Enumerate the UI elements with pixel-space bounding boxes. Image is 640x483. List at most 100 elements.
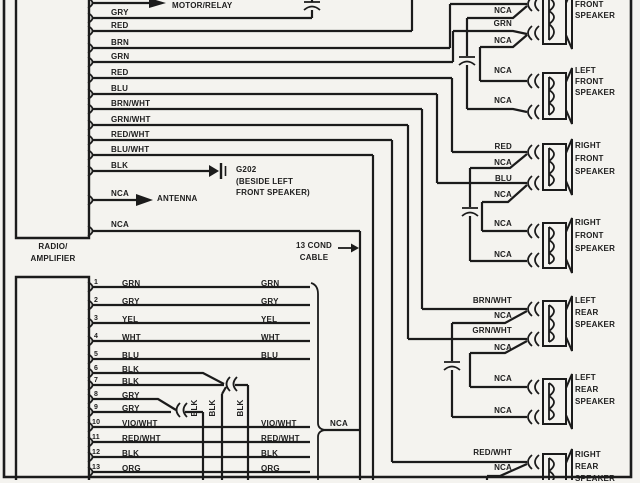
capacitor-icon-front-right xyxy=(461,207,479,217)
terminal-icons xyxy=(527,454,540,470)
pin-socket-icons xyxy=(87,0,94,478)
pin-number: 11 xyxy=(92,434,100,441)
pin-wire-label: BLU xyxy=(122,351,140,360)
capacitor-icon-front-left xyxy=(458,56,476,66)
wire-label: BLU xyxy=(111,84,129,93)
speaker-name: SPEAKER xyxy=(575,11,616,20)
speaker-wire-label: NCA xyxy=(494,374,512,383)
speaker-wire-label: RED xyxy=(494,142,512,151)
wire-label: RED xyxy=(111,68,129,77)
speaker-name: REAR xyxy=(575,385,599,394)
radio-amplifier-label: RADIO/ xyxy=(38,242,68,251)
wire-label: RED xyxy=(111,21,129,30)
pin-number: 10 xyxy=(92,419,101,426)
splice-icon-2 xyxy=(175,402,188,418)
wire-label: BLU/WHT xyxy=(111,145,150,154)
splice-drop-label: BLK xyxy=(190,399,199,417)
speaker-wire-label: RED/WHT xyxy=(473,448,512,457)
terminal-icons xyxy=(527,0,540,41)
ground-g202-icon xyxy=(209,165,219,177)
speaker-wire-label: NCA xyxy=(494,96,512,105)
motor-relay-label: MOTOR/RELAY xyxy=(172,1,233,10)
wire-grn xyxy=(93,29,528,64)
coil-icon xyxy=(548,76,555,116)
pin-number: 12 xyxy=(92,449,101,456)
terminal-icons xyxy=(527,301,540,347)
capacitor-icon-rear xyxy=(443,361,461,371)
pin-wire-label: BLK xyxy=(122,377,140,386)
ground-note: (BESIDE LEFT xyxy=(236,177,294,186)
speaker-name: RIGHT xyxy=(575,141,601,150)
speaker-name: RIGHT xyxy=(575,450,601,459)
wire-gry xyxy=(93,0,321,20)
pin-wire-label: BLK xyxy=(122,365,140,374)
speaker-name: SPEAKER xyxy=(575,167,616,176)
wire-blk-ground xyxy=(93,163,227,179)
speaker-left-rear-2 xyxy=(527,373,573,430)
pin-number: 13 xyxy=(92,464,101,471)
coil-icon xyxy=(548,0,555,41)
wire-red-2 xyxy=(93,76,527,154)
cable-nca-label: NCA xyxy=(330,419,348,428)
cable-arrow-icon xyxy=(351,243,359,253)
speaker-wire-label: NCA xyxy=(494,463,512,472)
cable-label: 13 COND xyxy=(295,241,333,250)
wire-nca-antenna xyxy=(93,194,153,206)
nca-link-rear xyxy=(443,310,528,480)
ground-note: FRONT SPEAKER) xyxy=(236,188,310,197)
nca-link-front-right xyxy=(461,153,528,263)
speaker-wire-label: BLU xyxy=(494,174,512,183)
speaker-right-front-1 xyxy=(527,138,573,196)
speaker-left-front xyxy=(527,67,573,125)
wire-label: BRN/WHT xyxy=(111,99,151,108)
speaker-name: FRONT xyxy=(575,77,604,86)
pin-wire-label-right: ORG xyxy=(261,464,280,473)
pin-wire-label-right: WHT xyxy=(261,333,280,342)
wire-label: NCA xyxy=(111,189,129,198)
speaker-name: LEFT xyxy=(575,66,596,75)
cable-label: CABLE xyxy=(299,253,329,262)
speaker-wire-label: NCA xyxy=(494,6,512,15)
speaker-front-top xyxy=(527,0,573,50)
speaker-name: REAR xyxy=(575,462,599,471)
radio-amplifier-box xyxy=(14,0,91,240)
pin-wire-label: GRY xyxy=(122,404,140,413)
nca-link-front-left xyxy=(458,5,528,114)
wire-label: GRN/WHT xyxy=(111,115,151,124)
speaker-name: SPEAKER xyxy=(575,320,616,329)
wire-motor-relay xyxy=(93,0,166,8)
pin-number: 1 xyxy=(94,279,99,286)
speaker-name: REAR xyxy=(575,308,599,317)
pin-number: 3 xyxy=(94,315,99,322)
speaker-right-front-2 xyxy=(527,217,573,274)
speaker-wire-label: NCA xyxy=(494,311,512,320)
wire-blu-wht xyxy=(93,153,375,480)
speaker-name: SPEAKER xyxy=(575,397,616,406)
speaker-wire-label: GRN/WHT xyxy=(472,326,512,335)
pin-wire-label: GRY xyxy=(122,391,140,400)
speaker-name: FRONT xyxy=(575,231,604,240)
wire-brn-wht xyxy=(93,107,527,311)
wire-red-wht xyxy=(93,138,527,464)
speaker-wire-label: NCA xyxy=(494,219,512,228)
terminal-icons xyxy=(527,223,540,268)
speaker-wire-label: NCA xyxy=(494,343,512,352)
pin-number: 5 xyxy=(94,351,99,358)
speaker-wire-label: NCA xyxy=(494,158,512,167)
wire-blu xyxy=(93,92,527,185)
speaker-wire-label: NCA xyxy=(494,406,512,415)
speaker-name: SPEAKER xyxy=(575,88,616,97)
wire-nca-cable xyxy=(93,229,362,480)
speaker-wire-label: GRN xyxy=(493,19,512,28)
wire-label: NCA xyxy=(111,220,129,229)
pin-number: 6 xyxy=(94,365,99,372)
wire-label: GRN xyxy=(111,52,130,61)
pin-wire-label-right: VIO/WHT xyxy=(261,419,297,428)
ground-id-label: G202 xyxy=(236,165,257,174)
terminal-icons xyxy=(527,73,540,120)
speaker-name: FRONT xyxy=(575,0,604,9)
speaker-right-rear xyxy=(527,448,573,480)
speaker-wire-label: NCA xyxy=(494,250,512,259)
